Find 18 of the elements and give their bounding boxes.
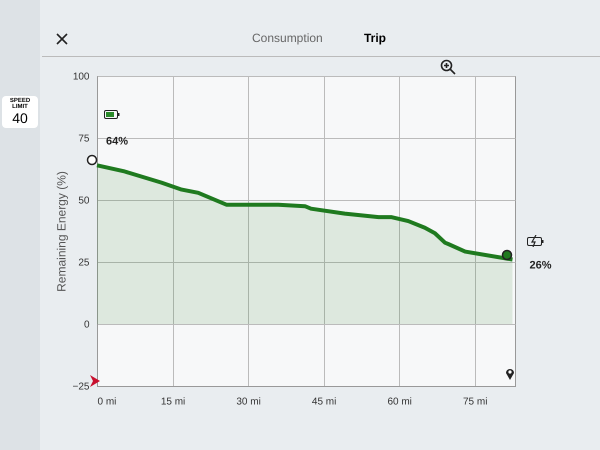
y-tick-label: −25 — [72, 382, 90, 392]
text: 40 — [11, 110, 29, 126]
x-tick-label: 45 mi — [312, 396, 336, 408]
y-tick-label: 0 — [84, 320, 90, 330]
data-label: 26% — [529, 260, 552, 272]
x-tick-label: 0 mi — [98, 396, 116, 408]
text: Consumption — [252, 31, 323, 45]
x-tick-label: 60 mi — [387, 396, 412, 408]
y-tick-label: 50 — [78, 196, 90, 206]
x-tick-label: 30 mi — [236, 396, 261, 408]
y-tick-label: 100 — [72, 72, 90, 82]
y-axis-title: Remaining Energy (%) — [54, 171, 69, 292]
x-tick-label: 75 mi — [462, 396, 488, 408]
y-tick-label: 75 — [78, 134, 90, 144]
y-tick-label: 25 — [78, 258, 90, 268]
data-label: 64% — [106, 135, 128, 148]
text: Trip — [364, 31, 386, 45]
x-tick-label: 15 mi — [160, 396, 186, 408]
